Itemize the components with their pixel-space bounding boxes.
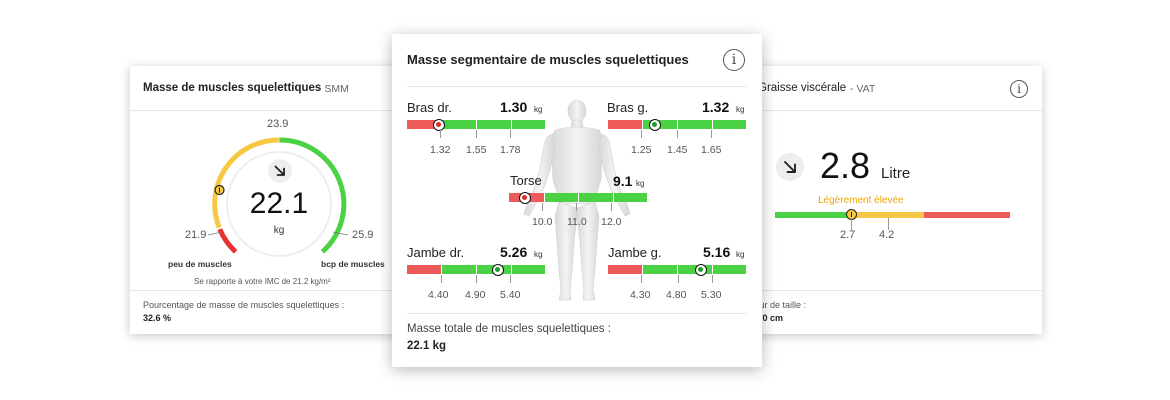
left-arm-tick: 1.25: [631, 144, 652, 156]
right-arm-marker: [433, 118, 445, 131]
right-leg-label: Jambe dr.: [407, 245, 465, 260]
left-arm-value: 1.32: [702, 99, 730, 115]
right-leg-value: 5.26: [500, 244, 528, 260]
trunk-tick: 11.0: [567, 216, 587, 228]
left-arm-tick: 1.65: [701, 144, 722, 156]
right-leg-tick: 4.40: [428, 289, 449, 301]
right-leg-unit: kg: [534, 250, 543, 259]
left-leg-marker: [695, 263, 707, 276]
trunk-label: Torse: [510, 173, 542, 188]
right-arm-bar: [407, 120, 545, 129]
vat-status: Légèrement élevée: [818, 195, 904, 206]
total-muscle-value: 22.1 kg: [407, 340, 446, 352]
vat-abbr: - VAT: [850, 83, 876, 95]
left-leg-label: Jambe g.: [608, 245, 662, 260]
right-arm-tick: 1.32: [430, 144, 451, 156]
vat-tick-1: 2.7: [840, 229, 856, 241]
left-leg-tick: 4.80: [666, 289, 687, 301]
smm-percentage-value: 32.6 %: [143, 313, 172, 323]
trunk-tick: 10.0: [532, 216, 553, 228]
left-leg-value: 5.16: [703, 244, 731, 260]
smm-title: Masse de muscles squelettiques: [143, 82, 322, 94]
smm-trend-circle: [268, 159, 292, 183]
right-leg-tick: 5.40: [500, 289, 521, 301]
vat-range-bar: [775, 212, 1010, 218]
arrow-down-right-icon: [784, 161, 796, 173]
gauge-arc-low: [217, 228, 238, 254]
total-muscle-label: Masse totale de muscles squelettiques :: [407, 323, 611, 335]
right-arm-tick: 1.55: [466, 144, 487, 156]
trunk-marker: [519, 191, 531, 204]
left-arm-bar: [608, 120, 746, 129]
waist-label: Tour de taille :: [750, 300, 807, 310]
gauge-leader-lines: [207, 231, 349, 236]
smm-unit: kg: [273, 225, 285, 236]
arrow-down-right-icon: [274, 165, 285, 176]
right-leg-tick: 4.90: [465, 289, 486, 301]
trunk-tick: 12.0: [601, 216, 622, 228]
gauge-top-value: 23.9: [267, 118, 289, 130]
right-arm-label: Bras dr.: [407, 100, 452, 115]
left-leg-bar: [608, 265, 746, 274]
info-icon[interactable]: i: [1010, 80, 1028, 98]
gauge-right-value: 25.9: [352, 229, 374, 241]
gauge-left-value: 21.9: [185, 229, 207, 241]
vat-tick-2: 4.2: [879, 229, 895, 241]
vat-unit: Litre: [881, 165, 911, 182]
segmental-card: Masse segmentaire de muscles squelettiqu…: [392, 34, 762, 367]
right-arm-unit: kg: [534, 105, 543, 114]
smm-abbr: - SMM: [318, 83, 349, 95]
smm-percentage-label: Pourcentage de masse de muscles squelett…: [143, 300, 345, 310]
left-arm-unit: kg: [736, 105, 745, 114]
gauge-high-label: bcp de muscles: [321, 259, 385, 269]
right-arm-tick: 1.78: [500, 144, 521, 156]
trunk-unit: kg: [636, 179, 645, 188]
right-leg-bar: [407, 265, 545, 274]
left-leg-tick: 4.30: [630, 289, 651, 301]
smm-gauge: [212, 137, 347, 257]
right-arm-value: 1.30: [500, 99, 528, 115]
gauge-arc-high: [279, 137, 347, 254]
segmental-title: Masse segmentaire de muscles squelettiqu…: [407, 52, 689, 67]
vat-card: Graisse viscérale - VAT i 2.8 Litre Légè…: [740, 66, 1042, 334]
left-leg-tick: 5.30: [701, 289, 722, 301]
imc-note: Se rapporte à votre IMC de 21.2 kg/m²: [194, 277, 331, 286]
left-arm-label: Bras g.: [607, 100, 649, 115]
vat-trend-circle: [776, 153, 804, 181]
waist-value: 72.0 cm: [750, 313, 784, 323]
smm-value: 22.1: [249, 187, 309, 220]
gauge-low-label: peu de muscles: [168, 259, 232, 269]
trunk-value: 9.1: [613, 173, 633, 189]
vat-title: Graisse viscérale: [758, 82, 847, 94]
left-leg-unit: kg: [736, 250, 745, 259]
right-leg-marker: [492, 263, 504, 276]
smm-card: Masse de muscles squelettiques - SMM 22.…: [130, 66, 410, 334]
left-arm-tick: 1.45: [667, 144, 688, 156]
left-arm-marker: [649, 118, 661, 131]
info-icon[interactable]: i: [723, 49, 745, 71]
gauge-arc-normal: [212, 137, 279, 229]
vat-value: 2.8: [820, 145, 871, 186]
